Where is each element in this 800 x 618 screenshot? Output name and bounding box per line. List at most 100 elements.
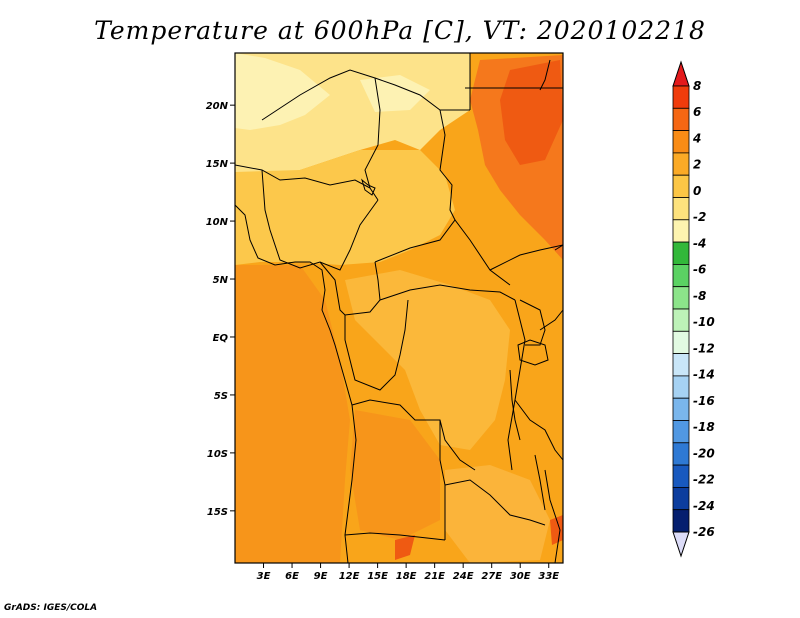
- colorbar-box: [672, 420, 690, 444]
- field-congo: [345, 270, 510, 450]
- field-sudan-hot: [500, 60, 563, 165]
- colorbar-label: -18: [693, 420, 715, 434]
- temperature-field: [235, 53, 563, 563]
- map-frame: [234, 52, 564, 564]
- colorbar-box: [672, 107, 690, 132]
- field-hotspot-2: [550, 515, 563, 545]
- colorbar-label: -20: [693, 446, 715, 460]
- field-sahara-coolest-2: [360, 75, 430, 112]
- colorbar-label: -24: [693, 499, 715, 513]
- colorbar-box: [672, 286, 690, 310]
- field-hotspot-1: [395, 535, 415, 560]
- colorbar-label: -6: [693, 263, 706, 277]
- border-cameroon: [319, 261, 381, 316]
- border-nigeria: [261, 169, 379, 271]
- colorbar-box: [672, 85, 690, 109]
- colorbar-box: [672, 353, 690, 377]
- y-tick-label: 10N: [206, 217, 229, 228]
- field-ocean: [235, 265, 350, 563]
- colorbar-box: [672, 130, 690, 154]
- colorbar-box: [672, 486, 690, 511]
- border-mozambique: [544, 469, 561, 563]
- colorbar-box: [672, 509, 690, 533]
- colorbar-label: 8: [693, 79, 701, 93]
- colorbar-label: 6: [693, 105, 701, 119]
- colorbar-box: [672, 308, 690, 332]
- coast-lake-malawi: [534, 454, 546, 511]
- colorbar-box: [672, 397, 690, 421]
- colorbar-label: -22: [693, 473, 715, 487]
- footer-credit: GrADS: IGES/COLA: [4, 603, 98, 613]
- x-tick-label: 30E: [510, 571, 531, 582]
- colorbar-box: [672, 442, 690, 466]
- colorbar-label: -14: [693, 368, 715, 382]
- border-south-sudan: [489, 244, 563, 271]
- colorbar-box: [672, 241, 690, 265]
- colorbar-label: -12: [693, 341, 715, 355]
- colorbar-box: [672, 152, 690, 176]
- y-tick-label: 15N: [206, 159, 229, 170]
- x-tick-label: 27E: [481, 571, 502, 582]
- y-tick-label: 5S: [214, 391, 228, 402]
- border-uganda: [519, 299, 546, 346]
- border-kenya: [539, 309, 563, 331]
- colorbar-label: 4: [692, 131, 701, 145]
- y-axis: 20N 15N 10N 5N EQ 5S 10S 15S: [206, 101, 235, 518]
- colorbar-top-arrow: [672, 60, 690, 87]
- border-zambia: [444, 479, 546, 526]
- x-tick-label: 24E: [453, 571, 474, 582]
- x-tick-label: 33E: [538, 571, 559, 582]
- y-tick-label: 15S: [207, 507, 228, 518]
- colorbar-label: -2: [693, 210, 706, 224]
- colorbar-box: [672, 263, 690, 288]
- x-tick-label: 9E: [314, 571, 328, 582]
- colorbar-box: [672, 197, 690, 221]
- colorbar-label: -4: [693, 236, 706, 250]
- colorbar-box: [672, 219, 690, 243]
- x-tick-label: 21E: [424, 571, 445, 582]
- colorbar-label: -26: [693, 525, 715, 539]
- x-axis: 3E 6E 9E 12E 15E 18E 21E 24E 27E 30E 33E: [257, 563, 559, 582]
- colorbar-box: [672, 375, 690, 399]
- border-drc-east: [507, 299, 526, 471]
- border-angola-east: [439, 420, 446, 540]
- coast-east-2: [554, 244, 563, 251]
- colorbar-label: 2: [693, 158, 701, 172]
- colorbar-label: -8: [693, 289, 706, 303]
- x-tick-label: 18E: [396, 571, 417, 582]
- border-chad-sudan: [439, 109, 456, 221]
- colorbar-label: -10: [693, 315, 715, 329]
- x-tick-label: 6E: [285, 571, 299, 582]
- colorbar-bottom-arrow: [672, 531, 690, 558]
- y-tick-label: 10S: [207, 449, 228, 460]
- border-gabon-congo: [344, 299, 409, 391]
- coast-east-1: [539, 59, 551, 91]
- border-congo-drc: [379, 284, 516, 301]
- y-tick-label: 5N: [213, 275, 229, 286]
- country-borders: [235, 53, 563, 563]
- y-tick-label: 20N: [206, 101, 229, 112]
- field-south-2: [350, 410, 440, 540]
- border-libya-chad: [364, 77, 381, 201]
- x-tick-label: 3E: [257, 571, 271, 582]
- x-tick-label: 12E: [339, 571, 360, 582]
- coast-lake-tanganyika: [509, 369, 521, 441]
- field-sahara-coolest: [235, 53, 330, 130]
- colorbar-label: -16: [693, 394, 715, 408]
- border-lake-chad: [361, 178, 376, 196]
- y-tick-label: EQ: [213, 333, 229, 344]
- border-angola-south: [344, 532, 446, 541]
- colorbar-label: 0: [693, 184, 701, 198]
- field-south: [445, 465, 550, 563]
- colorbar-box: [672, 464, 690, 488]
- colorbar-box: [672, 330, 690, 354]
- x-tick-label: 15E: [367, 571, 388, 582]
- coast-west: [235, 204, 357, 563]
- border-tanzania: [514, 399, 563, 461]
- colorbar-box: [672, 174, 690, 198]
- coast-lake-victoria: [517, 339, 549, 366]
- border-angola-north: [351, 399, 476, 471]
- colorbar: 8 6 4 2 0 -2 -4 -6 -8 -10 -12 -14 -16 -18 -20 -22 -24 -26: [672, 60, 715, 558]
- chart-title: Temperature at 600hPa [C], VT: 202010221…: [94, 16, 706, 45]
